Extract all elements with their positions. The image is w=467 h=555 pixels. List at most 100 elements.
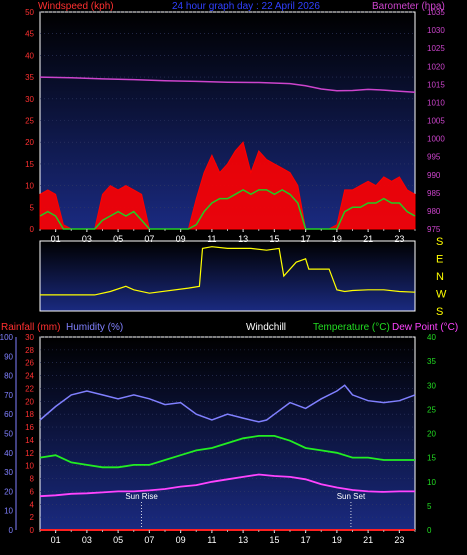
barometer-y-tick-label: 1025 bbox=[427, 44, 445, 53]
x-tick-label: 09 bbox=[176, 535, 186, 545]
wind-y-tick-label: 40 bbox=[25, 51, 34, 60]
x-tick-label: 11 bbox=[207, 234, 216, 244]
humidity-y-tick-label: 40 bbox=[4, 449, 13, 458]
humidity-y-tick-label: 100 bbox=[0, 333, 14, 342]
direction-plot-area bbox=[39, 240, 416, 312]
direction-y-label: N bbox=[436, 271, 444, 283]
x-tick-label: 13 bbox=[238, 535, 248, 545]
x-tick-label: 01 bbox=[51, 234, 61, 244]
humidity-y-tick-label: 60 bbox=[4, 410, 13, 419]
humidity-line bbox=[39, 384, 416, 423]
x-tick-label: 11 bbox=[207, 535, 216, 545]
rain-y-tick-label: 6 bbox=[30, 487, 35, 496]
dewpoint-axis-title: Dew Point (°C) bbox=[392, 322, 458, 333]
temperature-line bbox=[39, 434, 415, 469]
humidity-y-tick-label: 0 bbox=[9, 526, 14, 535]
barometer-y-tick-label: 980 bbox=[427, 207, 441, 216]
barometer-y-tick-label: 1015 bbox=[427, 80, 445, 89]
x-tick-label: 07 bbox=[144, 535, 154, 545]
x-tick-label: 05 bbox=[113, 535, 123, 545]
rain-y-tick-label: 8 bbox=[30, 475, 35, 484]
rain-y-tick-label: 22 bbox=[25, 384, 34, 393]
x-tick-label: 19 bbox=[332, 535, 342, 545]
temp-plot-area bbox=[39, 336, 416, 531]
x-tick-label: 17 bbox=[301, 234, 311, 244]
barometer-y-tick-label: 1030 bbox=[427, 26, 445, 35]
direction-y-label: S bbox=[436, 236, 443, 248]
barometer-y-tick-label: 1035 bbox=[427, 8, 445, 17]
x-tick-label: 01 bbox=[51, 535, 61, 545]
temp-y-tick-label: 0 bbox=[427, 526, 432, 535]
direction-y-label: S bbox=[436, 306, 443, 318]
wind-y-tick-label: 0 bbox=[30, 225, 35, 234]
humidity-y-tick-label: 50 bbox=[4, 430, 13, 439]
rain-y-tick-label: 10 bbox=[25, 462, 34, 471]
temp-y-tick-label: 25 bbox=[427, 405, 436, 414]
wind-y-tick-label: 20 bbox=[25, 138, 34, 147]
rain-y-tick-label: 24 bbox=[25, 372, 34, 381]
wind-direction-line bbox=[40, 246, 416, 296]
temp-y-tick-label: 20 bbox=[427, 430, 436, 439]
sun-marker-label: Sun Rise bbox=[125, 492, 158, 501]
chart-title: 24 hour graph day : 22 April 2026 bbox=[172, 1, 320, 12]
wind-y-tick-label: 5 bbox=[30, 203, 35, 212]
temp-y-tick-label: 40 bbox=[427, 333, 436, 342]
humidity-y-tick-label: 90 bbox=[4, 352, 13, 361]
barometer-y-tick-label: 975 bbox=[427, 225, 441, 234]
wind-y-tick-label: 30 bbox=[25, 95, 34, 104]
barometer-axis-title: Barometer (hpa) bbox=[372, 1, 445, 12]
wind-y-tick-label: 45 bbox=[25, 30, 34, 39]
x-tick-label: 21 bbox=[363, 535, 373, 545]
x-tick-label: 03 bbox=[82, 535, 92, 545]
x-tick-label: 17 bbox=[301, 535, 311, 545]
x-tick-label: 07 bbox=[144, 234, 154, 244]
windspeed-axis-title: Windspeed (kph) bbox=[38, 1, 114, 12]
rain-y-tick-label: 4 bbox=[30, 500, 35, 509]
humidity-y-tick-label: 10 bbox=[4, 507, 13, 516]
wind-y-tick-label: 50 bbox=[25, 8, 34, 17]
x-tick-label: 23 bbox=[394, 234, 404, 244]
rain-y-tick-label: 26 bbox=[25, 359, 34, 368]
barometer-y-tick-label: 995 bbox=[427, 153, 441, 162]
rain-y-tick-label: 28 bbox=[25, 346, 34, 355]
humidity-y-tick-label: 20 bbox=[4, 487, 13, 496]
rain-y-tick-label: 20 bbox=[25, 397, 34, 406]
x-tick-label: 19 bbox=[332, 234, 342, 244]
humidity-axis-title: Humidity (%) bbox=[66, 322, 123, 333]
rain-y-tick-label: 18 bbox=[25, 410, 34, 419]
temp-y-tick-label: 5 bbox=[427, 502, 432, 511]
wind-gust-area bbox=[39, 141, 416, 230]
barometer-line bbox=[39, 76, 416, 94]
x-tick-label: 05 bbox=[113, 234, 123, 244]
temperature-axis-title: Temperature (°C) bbox=[313, 322, 390, 333]
humidity-y-tick-label: 30 bbox=[4, 468, 13, 477]
dewpoint-line bbox=[39, 473, 415, 498]
windchill-label: Windchill bbox=[246, 322, 286, 333]
wind-average-line bbox=[39, 189, 416, 230]
temp-y-tick-label: 30 bbox=[427, 381, 436, 390]
humidity-y-tick-label: 80 bbox=[4, 372, 13, 381]
x-tick-label: 13 bbox=[238, 234, 248, 244]
x-tick-label: 09 bbox=[176, 234, 186, 244]
wind-y-tick-label: 10 bbox=[25, 182, 34, 191]
temp-y-tick-label: 10 bbox=[427, 478, 436, 487]
barometer-y-tick-label: 990 bbox=[427, 171, 441, 180]
rain-y-tick-label: 0 bbox=[30, 526, 35, 535]
barometer-y-tick-label: 1000 bbox=[427, 135, 445, 144]
wind-y-tick-label: 35 bbox=[25, 73, 34, 82]
temp-y-tick-label: 15 bbox=[427, 454, 436, 463]
direction-y-label: E bbox=[436, 254, 443, 266]
wind-y-tick-label: 15 bbox=[25, 160, 34, 169]
x-tick-label: 21 bbox=[363, 234, 373, 244]
rain-y-tick-label: 30 bbox=[25, 333, 34, 342]
rain-y-tick-label: 16 bbox=[25, 423, 34, 432]
x-tick-label: 23 bbox=[394, 535, 404, 545]
barometer-y-tick-label: 1010 bbox=[427, 98, 445, 107]
x-tick-label: 15 bbox=[269, 535, 279, 545]
barometer-y-tick-label: 985 bbox=[427, 189, 441, 198]
direction-y-label: W bbox=[436, 289, 447, 301]
rainfall-axis-title: Rainfall (mm) bbox=[1, 322, 60, 333]
humidity-y-tick-label: 70 bbox=[4, 391, 13, 400]
barometer-y-tick-label: 1020 bbox=[427, 62, 445, 71]
